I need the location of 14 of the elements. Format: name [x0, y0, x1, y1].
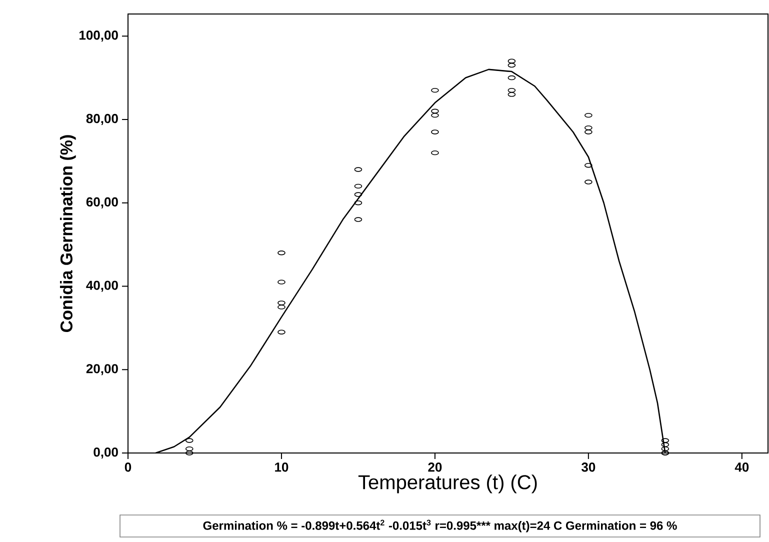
text: Germination % = -0.899t+0.564t$^{2}$ -0.015t$^{3}$ r=0.995*** max(t)=24 C Germination = 96 %: [203, 520, 677, 532]
y-tick-label: 20,00: [86, 364, 118, 376]
x-tick-label: 20: [428, 462, 442, 472]
y-tick-label: 40,00: [86, 280, 118, 292]
y-tick-label: 100,00: [80, 30, 118, 42]
x-tick-label: 30: [582, 462, 596, 472]
y-axis-title: Conidia Germination (%): [60, 135, 76, 332]
x-tick-label: 40: [734, 462, 749, 472]
x-tick-label: 0: [124, 462, 132, 472]
y-tick-label: 80,00: [86, 114, 118, 126]
y-tick-label: 60,00: [86, 197, 118, 208]
x-axis-title: Temperatures (t) (C): [358, 474, 537, 494]
x-tick-label: 10: [275, 462, 288, 472]
y-tick-label: 0,00: [94, 447, 118, 459]
